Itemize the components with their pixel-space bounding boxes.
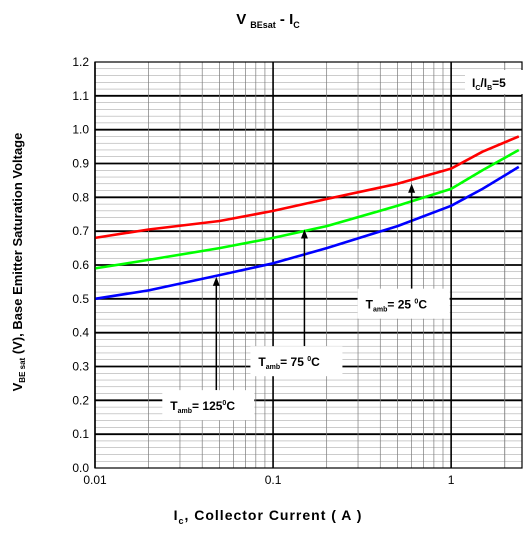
annotation-label-part: = 25 [387,298,414,312]
x-axis-label: Ic, Collector Current ( A ) [174,507,363,526]
condition-sub-2: B [487,85,492,92]
xlabel-sub: c [178,516,184,526]
annotation-label-part: T [366,298,374,312]
title-sub-2: C [293,20,300,30]
y-tick-label: 0.9 [72,157,89,171]
ylabel-rest: (V), Base Emitter Saturation Voltage [10,133,25,358]
annotation-label-part: amb [266,364,280,371]
y-tick-label: 0.5 [72,292,89,306]
condition-box [465,70,525,94]
annotation-label-part: T [170,399,178,413]
y-axis-label: VBE sat (V), Base Emitter Saturation Vol… [10,133,27,392]
grid [94,62,522,468]
y-tick-label: 0.4 [72,326,89,340]
condition-main: I [472,76,475,90]
xlabel-rest: , Collector Current ( A ) [184,507,362,523]
annotation-arrow-head [408,183,416,193]
chart-title: V BEsat - IC [236,11,300,30]
plot-frame [94,61,523,469]
annotation-arrow-head [300,229,308,239]
tick-labels: 0.0 0.1 0.2 0.3 0.4 0.5 0.6 0.7 0.8 0.9 1.0 1.1 1.2 0… [72,55,454,487]
annotation-label-part: 0 [222,400,226,407]
condition-label: IC/IB=5 [472,76,506,92]
annotation-arrow-head [212,276,220,286]
annotation-label-part: T [258,355,266,369]
x-tick-label: 0.01 [83,473,107,487]
ylabel-sub: BE sat [18,357,27,382]
data-series [94,135,520,301]
annotation-label: Tamb= 1250C [170,399,235,415]
annotation-label-part: C [418,298,427,312]
series-line [94,135,520,240]
y-tick-label: 1.1 [72,89,89,103]
y-tick-label: 1.2 [72,55,89,69]
series-line [94,165,520,301]
title-mid: - I [276,11,294,28]
annotation-box [250,346,343,377]
condition-sub-1: C [475,85,480,92]
title-main: V [236,11,246,28]
y-tick-label: 0.7 [72,224,89,238]
y-tick-label: 0.1 [72,427,89,441]
y-tick-label: 1.0 [72,123,89,137]
ylabel-main: V [10,382,25,391]
annotation-box [162,390,255,421]
annotation-label-part: 0 [307,356,311,363]
x-tick-label: 0.1 [265,473,282,487]
annotation-label-part: = 125 [192,399,223,413]
xlabel-main: I [174,507,179,523]
y-tick-label: 0.6 [72,258,89,272]
annotation-label-part: amb [373,307,387,314]
annotation-label-part: C [311,355,320,369]
y-tick-label: 0.0 [72,461,89,475]
condition-mid: /I [480,76,487,90]
y-tick-label: 0.2 [72,393,89,407]
annotation-label-part: amb [178,408,192,415]
title-sub-1: BEsat [250,20,276,30]
annotation-label-part: C [226,399,235,413]
y-tick-label: 0.3 [72,360,89,374]
x-tick-label: 1 [448,473,455,487]
annotation-label-part: = 75 [280,355,307,369]
annotation-label: Tamb= 25 0C [366,298,428,314]
annotation-label-part: 0 [414,299,418,306]
series-line [94,148,520,270]
annotation-box [357,288,450,319]
annotation-label: Tamb= 75 0C [258,355,320,371]
y-tick-label: 0.8 [72,190,89,204]
condition-rest: =5 [492,76,506,90]
